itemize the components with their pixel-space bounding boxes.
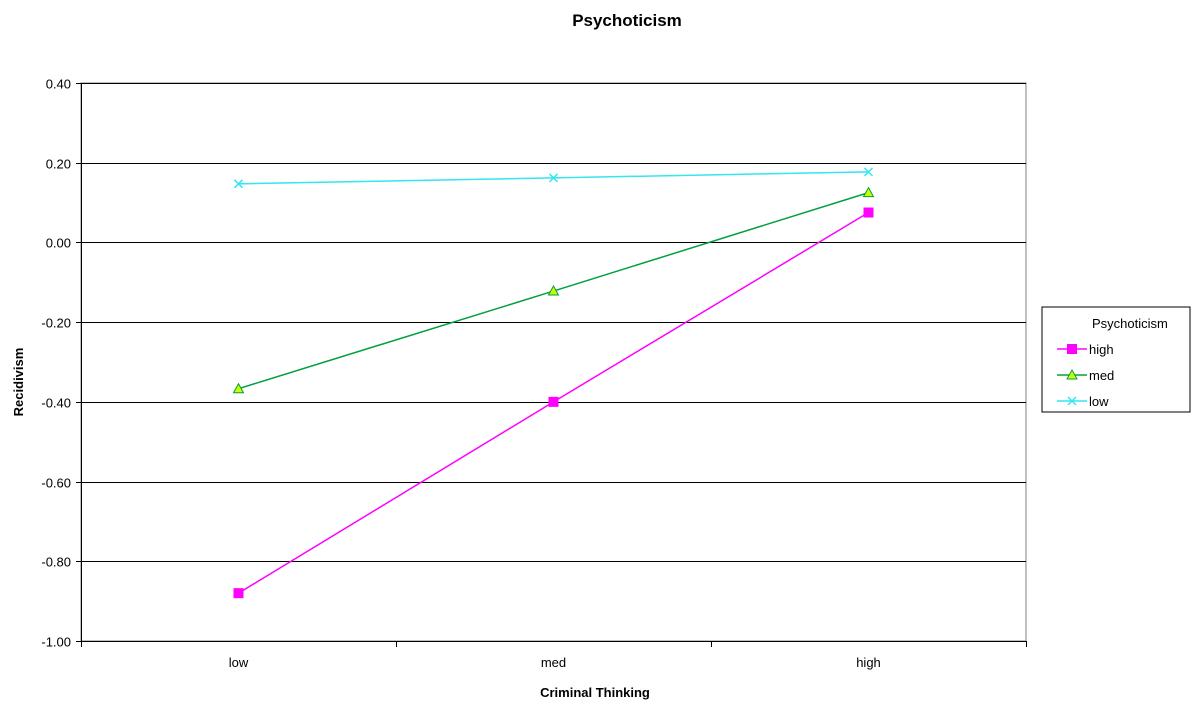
x-marker-stroke <box>548 173 559 183</box>
data-point-x <box>548 173 559 183</box>
legend: Psychoticism high med low <box>1041 306 1191 413</box>
chart-title: Psychoticism <box>572 11 682 30</box>
legend-label: med <box>1089 368 1114 383</box>
x-marker-stroke <box>1067 396 1077 406</box>
series-layer <box>232 167 875 599</box>
y-tick-label: -0.40 <box>41 396 71 411</box>
x-axis-title: Criminal Thinking <box>540 685 650 700</box>
x-marker-stroke <box>863 167 874 177</box>
data-point-x <box>863 167 874 177</box>
y-tick-label: -1.00 <box>41 635 71 650</box>
legend-label: low <box>1089 394 1109 409</box>
x-tick-label: high <box>856 655 881 670</box>
y-tick-label: -0.20 <box>41 316 71 331</box>
series-high <box>233 207 874 599</box>
x-marker-stroke <box>233 179 244 189</box>
y-tick-label: -0.80 <box>41 555 71 570</box>
data-point-x <box>1067 396 1077 406</box>
x-tick-label: low <box>229 655 249 670</box>
y-axis-title: Recidivism <box>11 348 26 417</box>
legend-box <box>1041 306 1191 413</box>
legend-item-high: high <box>1057 342 1114 357</box>
x-tick-label: med <box>541 655 566 670</box>
plot-area <box>80 82 1027 642</box>
data-point-square <box>548 396 559 407</box>
y-tick-label: -0.60 <box>41 476 71 491</box>
x-axis: low med high <box>81 641 1027 670</box>
data-point-square <box>233 588 244 599</box>
data-point-triangle <box>1066 368 1078 380</box>
data-point-square <box>1067 344 1077 354</box>
gridlines <box>81 83 1026 562</box>
y-tick-label: 0.00 <box>46 236 71 251</box>
y-axis: 0.40 0.20 0.00 -0.20 -0.40 -0.60 -0.80 -1.00 <box>41 77 82 650</box>
series-low <box>233 167 874 189</box>
data-point-triangle <box>547 285 560 296</box>
legend-label: high <box>1089 342 1114 357</box>
data-point-x <box>233 179 244 189</box>
legend-item-low: low <box>1057 394 1109 409</box>
y-tick-label: 0.20 <box>46 157 71 172</box>
legend-title: Psychoticism <box>1092 316 1168 331</box>
legend-item-med: med <box>1057 368 1114 383</box>
data-point-triangle <box>232 382 245 394</box>
series-med <box>232 186 875 394</box>
data-point-triangle <box>862 186 875 198</box>
data-point-square <box>863 207 874 218</box>
y-tick-label: 0.40 <box>46 77 71 92</box>
plot-frame <box>80 82 1027 642</box>
